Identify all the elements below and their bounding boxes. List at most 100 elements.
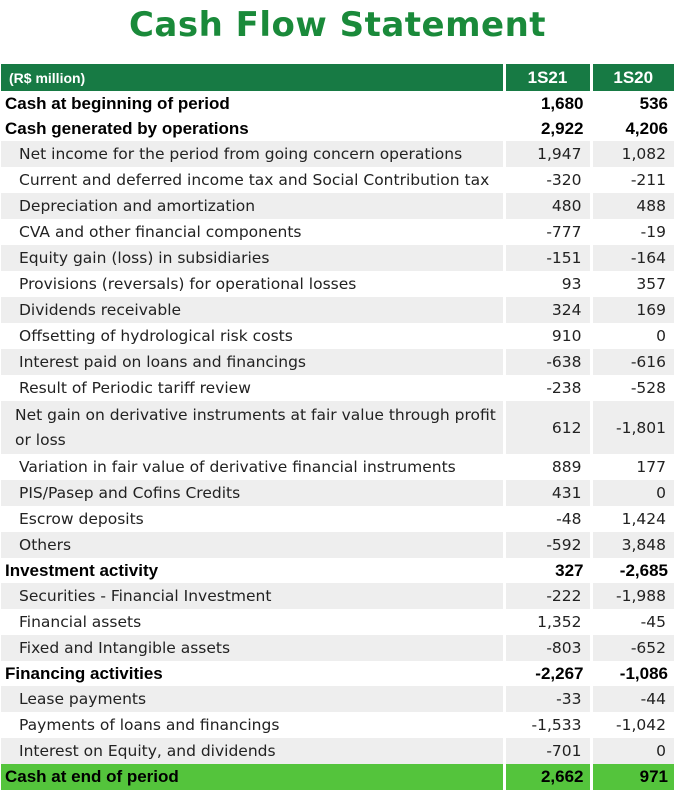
row-label: Net income for the period from going con… — [1, 141, 504, 167]
row-label: Interest on Equity, and dividends — [1, 738, 504, 764]
header-col-1s21: 1S21 — [502, 64, 591, 91]
row-label: Cash at beginning of period — [1, 91, 504, 116]
row-value-1s21: 889 — [502, 454, 591, 480]
total-row: Cash at end of period 2,662 971 — [1, 764, 674, 790]
row-label: Escrow deposits — [1, 506, 504, 532]
row-value-1s21: -701 — [502, 738, 591, 764]
row-value-1s20: 4,206 — [589, 116, 674, 141]
row-label: PIS/Pasep and Cofins Credits — [1, 480, 504, 506]
row-value-1s20: -1,042 — [589, 712, 674, 738]
row-value-1s20: -44 — [589, 686, 674, 712]
row-value-1s21: 1,680 — [502, 91, 591, 116]
row-value-1s20: -45 — [589, 609, 674, 635]
row-value-1s21: -1,533 — [502, 712, 591, 738]
row-label: Depreciation and amortization — [1, 193, 504, 219]
table-row: Interest on Equity, and dividends -701 0 — [1, 738, 674, 764]
row-value-1s20: -1,801 — [589, 401, 674, 454]
row-value-1s21: -238 — [502, 375, 591, 401]
row-value-1s20: -1,086 — [589, 661, 674, 686]
row-value-1s20: 357 — [589, 271, 674, 297]
row-value-1s20: -528 — [589, 375, 674, 401]
row-value-1s21: -2,267 — [502, 661, 591, 686]
row-label: Provisions (reversals) for operational l… — [1, 271, 504, 297]
row-value-1s21: 93 — [502, 271, 591, 297]
section-row: Cash at beginning of period 1,680 536 — [1, 91, 674, 116]
table-row: Provisions (reversals) for operational l… — [1, 271, 674, 297]
table-row: Escrow deposits -48 1,424 — [1, 506, 674, 532]
page-title: Cash Flow Statement — [128, 5, 547, 45]
row-value-1s21: -592 — [502, 532, 591, 558]
row-value-1s20: -616 — [589, 349, 674, 375]
table-row: Offsetting of hydrological risk costs 910… — [1, 323, 674, 349]
row-label: Equity gain (loss) in subsidiaries — [1, 245, 504, 271]
row-value-1s20: 488 — [589, 193, 674, 219]
table-row: Others -592 3,848 — [1, 532, 674, 558]
row-value-1s21: 327 — [502, 558, 591, 583]
table-row: Net income for the period from going con… — [1, 141, 674, 167]
header-unit-label: (R$ million) — [1, 64, 504, 91]
row-label: Fixed and Intangible assets — [1, 635, 504, 661]
row-value-1s21: 910 — [502, 323, 591, 349]
row-label: CVA and other financial components — [1, 219, 504, 245]
row-label: Lease payments — [1, 686, 504, 712]
row-value-1s21: 2,662 — [502, 764, 591, 790]
row-value-1s21: 324 — [502, 297, 591, 323]
row-value-1s20: 971 — [589, 764, 674, 790]
table-row: Current and deferred income tax and Soci… — [1, 167, 674, 193]
table-row: Fixed and Intangible assets -803 -652 — [1, 635, 674, 661]
table-row: Lease payments -33 -44 — [1, 686, 674, 712]
row-value-1s21: -803 — [502, 635, 591, 661]
table-header-row: (R$ million) 1S21 1S20 — [1, 64, 674, 91]
row-label: Result of Periodic tariff review — [1, 375, 504, 401]
row-label: Others — [1, 532, 504, 558]
row-value-1s20: -164 — [589, 245, 674, 271]
table-row: CVA and other financial components -777 -1… — [1, 219, 674, 245]
row-label: Financing activities — [1, 661, 504, 686]
row-value-1s20: 177 — [589, 454, 674, 480]
row-label: Investment activity — [1, 558, 504, 583]
header-col-1s20: 1S20 — [589, 64, 674, 91]
row-value-1s21: 1,352 — [502, 609, 591, 635]
row-value-1s21: -48 — [502, 506, 591, 532]
row-value-1s20: 0 — [589, 480, 674, 506]
row-label: Net gain on derivative instruments at fa… — [1, 401, 504, 454]
row-value-1s20: 1,424 — [589, 506, 674, 532]
row-label: Variation in fair value of derivative fi… — [1, 454, 504, 480]
row-label: Interest paid on loans and financings — [1, 349, 504, 375]
section-row: Financing activities -2,267 -1,086 — [1, 661, 674, 686]
row-value-1s21: 612 — [502, 401, 591, 454]
table-row: Financial assets 1,352 -45 — [1, 609, 674, 635]
table-row: Securities - Financial Investment -222 -1,… — [1, 583, 674, 609]
row-label: Cash generated by operations — [1, 116, 504, 141]
row-value-1s20: -211 — [589, 167, 674, 193]
table-row: Dividends receivable 324 169 — [1, 297, 674, 323]
row-value-1s21: -638 — [502, 349, 591, 375]
row-label: Offsetting of hydrological risk costs — [1, 323, 504, 349]
table-row: Equity gain (loss) in subsidiaries -151 -1… — [1, 245, 674, 271]
table-row: PIS/Pasep and Cofins Credits 431 0 — [1, 480, 674, 506]
table-row: Interest paid on loans and financings -63… — [1, 349, 674, 375]
row-label: Financial assets — [1, 609, 504, 635]
row-label: Cash at end of period — [1, 764, 504, 790]
row-value-1s21: -320 — [502, 167, 591, 193]
row-value-1s20: -19 — [589, 219, 674, 245]
section-row: Cash generated by operations 2,922 4,206 — [1, 116, 674, 141]
row-value-1s20: 536 — [589, 91, 674, 116]
row-value-1s20: 0 — [589, 323, 674, 349]
row-value-1s21: 431 — [502, 480, 591, 506]
row-label: Dividends receivable — [1, 297, 504, 323]
row-value-1s21: 1,947 — [502, 141, 591, 167]
row-value-1s20: 0 — [589, 738, 674, 764]
row-value-1s20: 1,082 — [589, 141, 674, 167]
row-value-1s21: -222 — [502, 583, 591, 609]
row-label: Current and deferred income tax and Soci… — [1, 167, 504, 193]
row-value-1s21: -33 — [502, 686, 591, 712]
row-value-1s20: 3,848 — [589, 532, 674, 558]
table-row: Variation in fair value of derivative fi… — [1, 454, 674, 480]
table-row: Depreciation and amortization 480 488 — [1, 193, 674, 219]
row-value-1s21: 480 — [502, 193, 591, 219]
row-value-1s21: 2,922 — [502, 116, 591, 141]
section-row: Investment activity 327 -2,685 — [1, 558, 674, 583]
row-value-1s21: -151 — [502, 245, 591, 271]
row-value-1s20: -1,988 — [589, 583, 674, 609]
